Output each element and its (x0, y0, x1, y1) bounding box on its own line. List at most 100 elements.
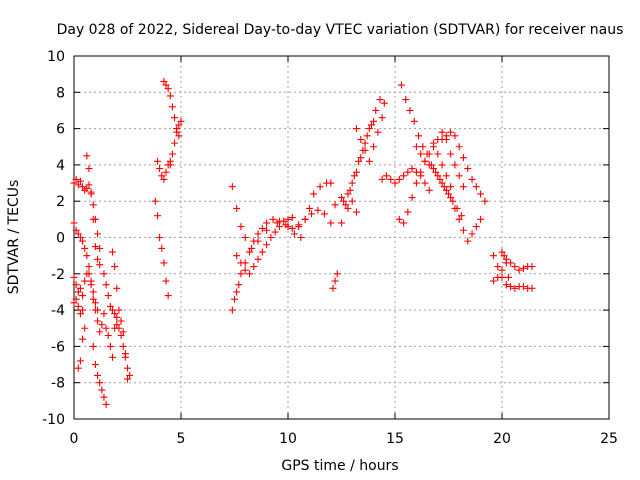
data-point (455, 143, 463, 151)
data-point (434, 135, 442, 143)
data-point (102, 281, 110, 289)
data-point (327, 179, 335, 187)
data-point (451, 132, 459, 140)
data-point (70, 299, 78, 307)
data-point (121, 350, 129, 358)
series-sat-m (153, 157, 174, 183)
data-point (162, 277, 170, 285)
data-point (96, 261, 104, 269)
data-point (124, 364, 131, 372)
data-point (449, 197, 457, 205)
data-point (162, 168, 170, 176)
data-point (425, 186, 433, 194)
data-point (81, 277, 89, 285)
x-tick-label-5: 5 (177, 431, 186, 447)
data-point (382, 172, 390, 180)
data-point (126, 371, 134, 379)
data-point (113, 321, 121, 329)
data-point (79, 306, 87, 314)
data-point (117, 332, 125, 340)
data-point (502, 281, 510, 289)
data-point (348, 197, 356, 205)
data-point (119, 342, 127, 350)
data-point (436, 175, 444, 183)
data-point (338, 219, 345, 227)
data-point (376, 96, 384, 104)
data-point (81, 244, 89, 252)
data-point (447, 150, 455, 158)
data-point (83, 252, 91, 260)
data-point (164, 85, 172, 93)
data-point (76, 234, 84, 241)
data-point (74, 288, 82, 296)
data-point (477, 215, 485, 223)
data-point (72, 226, 80, 234)
data-point (406, 106, 414, 114)
data-point (400, 219, 408, 227)
data-point (352, 208, 360, 216)
y-tick-label-4: 4 (56, 158, 65, 174)
data-point (91, 299, 99, 307)
x-tick-label-20: 20 (493, 431, 511, 447)
data-point (237, 270, 245, 278)
data-point (350, 172, 358, 180)
data-point (109, 306, 117, 314)
data-point (434, 150, 442, 158)
data-point (459, 154, 467, 162)
data-point (380, 99, 388, 107)
data-point (348, 179, 356, 187)
data-point (91, 361, 99, 369)
data-point (297, 234, 305, 241)
data-point (72, 175, 80, 183)
data-point (361, 139, 369, 147)
data-point (76, 177, 84, 185)
data-point (528, 284, 536, 292)
data-point (419, 143, 427, 151)
data-point (96, 328, 104, 336)
series-sat-ae (489, 252, 536, 292)
data-point (156, 234, 164, 241)
data-point (85, 263, 93, 271)
data-point (70, 219, 78, 227)
data-point (153, 157, 161, 165)
data-point (111, 263, 119, 271)
data-point (295, 223, 303, 231)
data-point (79, 237, 87, 245)
data-point (397, 81, 405, 89)
data-point (442, 135, 450, 143)
series-sat-d (70, 295, 87, 318)
x-tick-label-10: 10 (279, 431, 297, 447)
data-point (109, 353, 117, 361)
data-point (404, 208, 412, 216)
series-sat-o (166, 117, 185, 169)
data-point (374, 128, 382, 136)
data-point (151, 197, 159, 205)
y-tick-label--2: -2 (51, 267, 65, 283)
series-sat-t (329, 270, 341, 292)
series-sat-p (228, 206, 335, 314)
data-point (175, 132, 183, 140)
y-tick-labels: -10 -8 -6 -4 -2 0 2 4 6 8 10 (42, 49, 65, 428)
x-tick-label-15: 15 (386, 431, 404, 447)
data-point (85, 165, 93, 173)
series-sat-v (340, 117, 378, 205)
y-tick-label--10: -10 (42, 412, 65, 428)
data-point (415, 132, 423, 140)
data-point (87, 188, 95, 196)
data-point (447, 183, 455, 191)
data-point (83, 184, 91, 192)
data-point (241, 234, 249, 241)
data-point (305, 204, 313, 212)
data-point (113, 313, 121, 321)
data-point (70, 273, 78, 281)
data-point (245, 270, 253, 278)
data-point (89, 295, 97, 303)
data-point (464, 165, 472, 173)
data-point (438, 161, 446, 169)
data-point (464, 237, 472, 245)
data-point (498, 266, 506, 274)
data-point (494, 263, 502, 271)
data-point (104, 332, 112, 340)
data-point (344, 190, 352, 198)
data-point (432, 168, 440, 176)
